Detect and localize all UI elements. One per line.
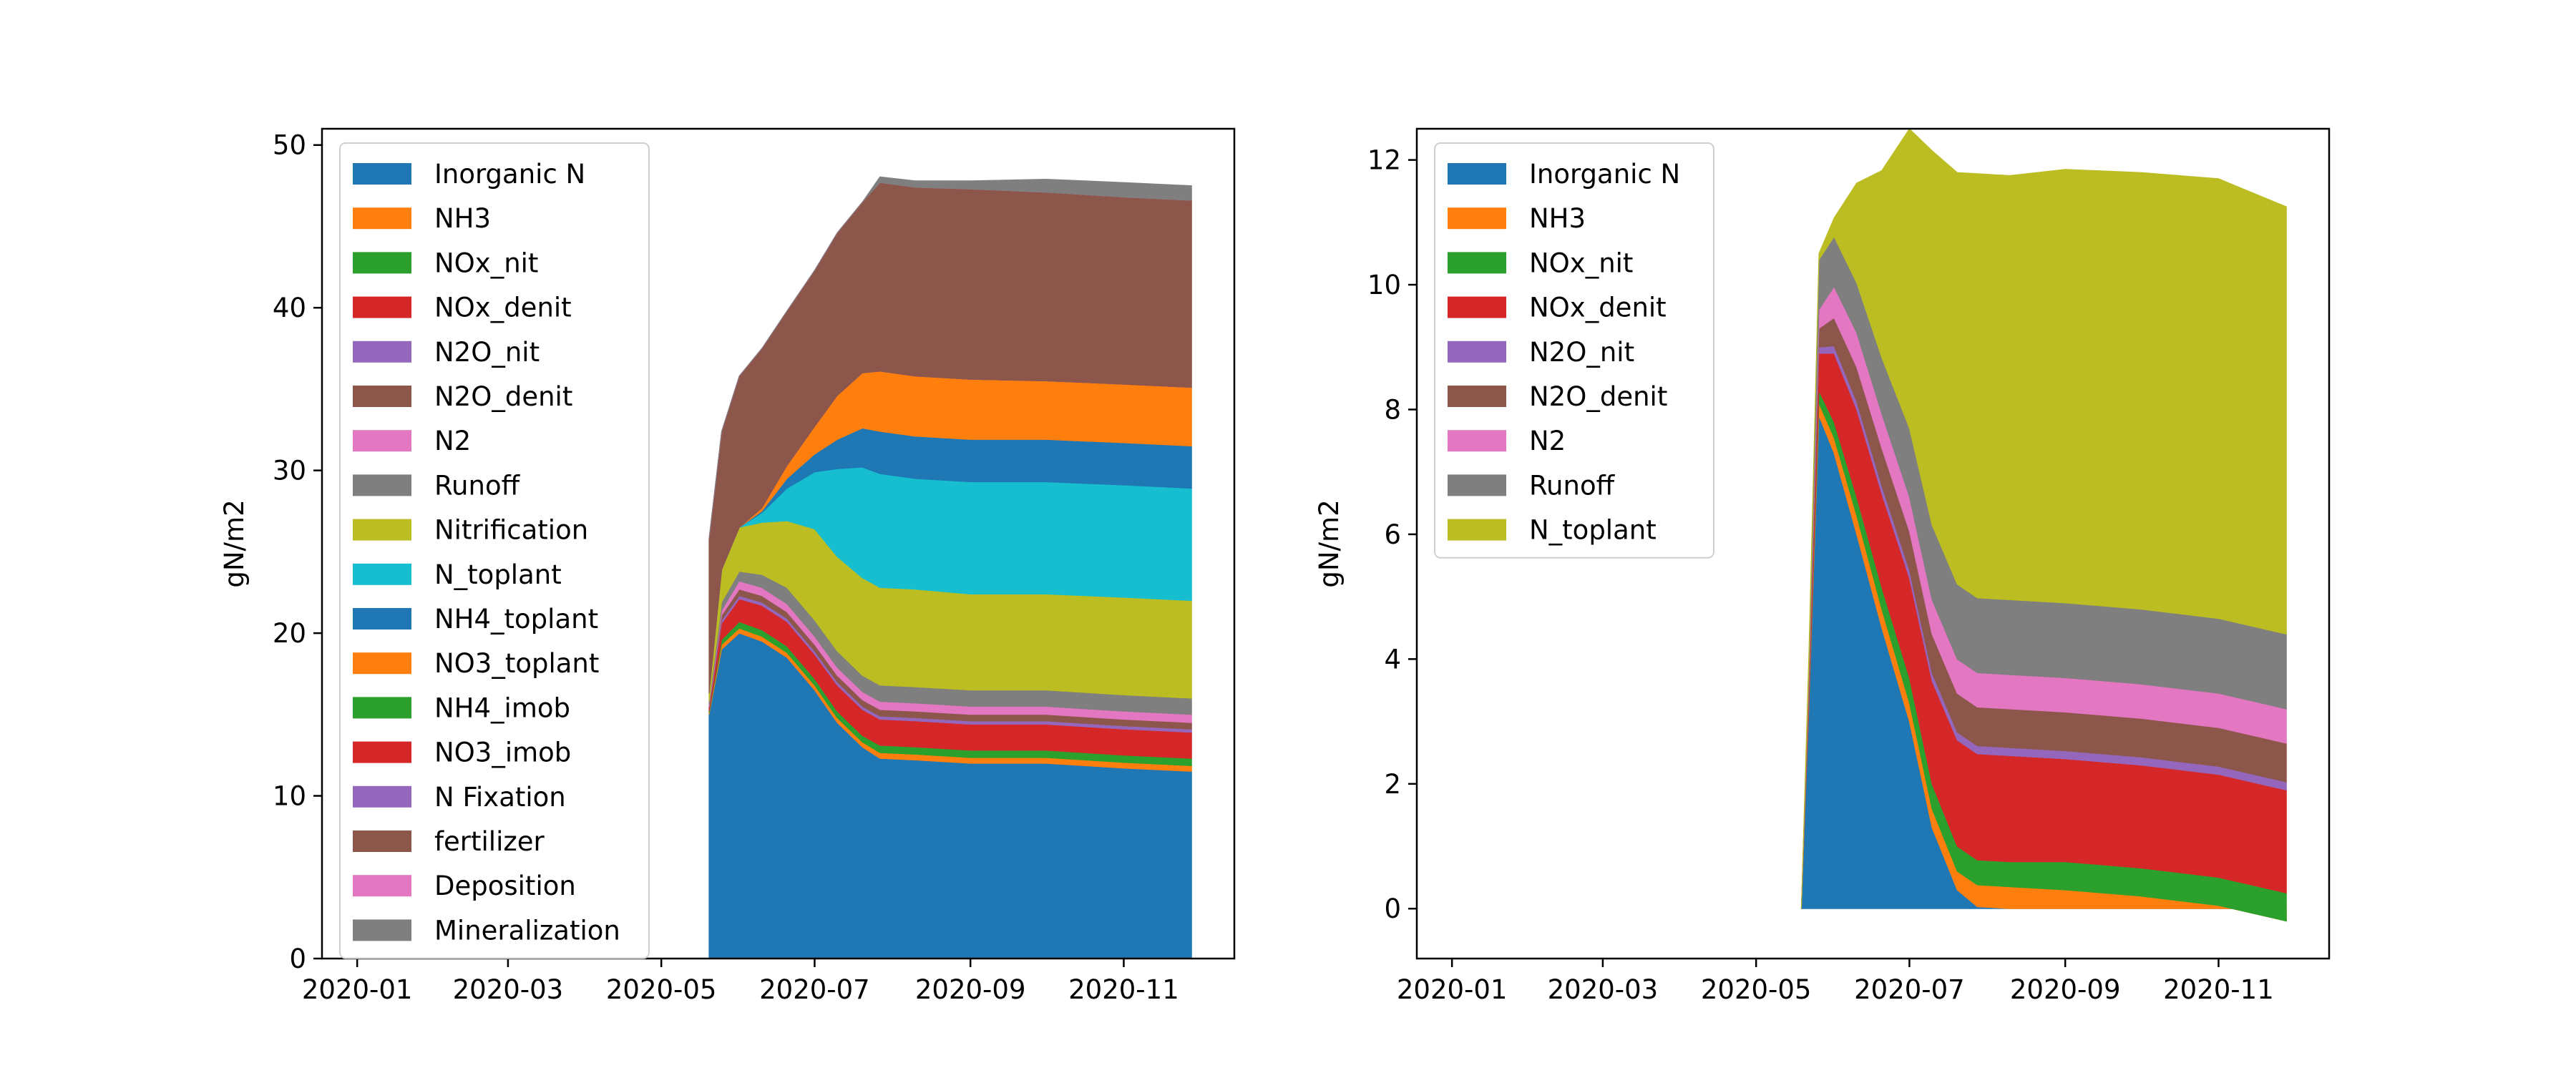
legend-swatch [353,386,411,407]
y-tick-label: 2 [1384,769,1401,800]
legend-label: Mineralization [434,915,620,946]
y-tick-label: 6 [1384,519,1401,550]
legend-label: Inorganic N [434,159,585,190]
legend-label: NH4_toplant [434,604,598,635]
legend-swatch [353,785,411,808]
legend-swatch [1448,519,1506,541]
legend-label: Inorganic N [1529,159,1680,190]
legend-label: N2O_denit [1529,381,1667,412]
x-tick-label: 2020-01 [302,974,413,1005]
legend-label: Nitrification [434,515,588,546]
legend-label: NOx_nit [434,248,538,278]
legend-swatch [353,831,411,852]
legend-label: Runoff [1529,470,1616,501]
legend-swatch [353,474,411,496]
legend-swatch [353,340,411,363]
x-tick-label: 2020-03 [1548,974,1659,1005]
legend-swatch [353,741,411,763]
legend-swatch [353,163,411,185]
legend-label: N_toplant [1529,515,1657,546]
legend-label: N2O_nit [1529,337,1634,368]
y-axis-label: gN/m2 [1314,499,1345,587]
y-tick-label: 10 [1367,270,1401,300]
legend-swatch [353,652,411,675]
x-tick-label: 2020-07 [759,974,870,1005]
legend-box [339,142,650,959]
stacked-areas [1800,128,2287,922]
legend-swatch [353,919,411,941]
x-tick-label: 2020-07 [1854,974,1965,1005]
x-tick-label: 2020-05 [606,974,717,1005]
x-tick-label: 2020-11 [2163,974,2274,1005]
legend-label: Runoff [434,470,521,501]
y-tick-label: 12 [1367,145,1401,176]
legend-swatch [353,875,411,897]
y-tick-label: 0 [1384,893,1401,924]
legend-swatch [1448,386,1506,407]
legend-label: Deposition [434,871,576,901]
stacked-areas [708,176,1192,959]
legend-label: NO3_imob [434,738,571,768]
legend-swatch [353,697,411,719]
legend-swatch [1448,430,1506,452]
legend-swatch [353,207,411,230]
left-chart: 0 10 20 30 40 50 2020-01 2020-03 2020-05 2020-07 2… [219,127,1236,1005]
y-tick-label: 40 [273,293,306,323]
legend-label: N2O_denit [434,381,572,412]
legend-label: N_toplant [434,559,562,590]
legend: Inorganic N NH3 NOx_nit NOx_denit N2O_nit N2O… [339,142,650,959]
y-tick-label: 50 [273,130,306,161]
legend-label: NOx_nit [1529,248,1633,278]
legend: Inorganic N NH3 NOx_nit NOx_denit N2O_nit N2O… [1434,142,1714,559]
legend-swatch [353,519,411,541]
y-tick-label: 0 [289,944,306,974]
legend-label: N2O_nit [434,337,540,368]
legend-swatch [1448,474,1506,496]
area-0-17 [708,176,1192,539]
legend-swatch [353,296,411,318]
y-tick-label: 8 [1384,394,1401,425]
right-chart: 0 2 4 6 8 10 12 2020-01 2020-03 2020-05 2020-07 202… [1314,127,2331,1005]
legend-swatch [1448,296,1506,318]
legend-label: fertilizer [434,826,545,857]
legend-label: N Fixation [434,782,566,813]
legend-label: NOx_denit [1529,293,1667,323]
x-tick-label: 2020-05 [1701,974,1812,1005]
x-tick-label: 2020-09 [915,974,1026,1005]
x-tick-label: 2020-01 [1397,974,1508,1005]
y-tick-label: 10 [273,781,306,812]
legend-swatch [1448,252,1506,274]
legend-swatch [1448,340,1506,363]
legend-label: NOx_denit [434,293,572,323]
legend-swatch [1448,163,1506,185]
x-tick-label: 2020-09 [2010,974,2121,1005]
axes-frame [1415,127,2331,960]
legend-label: NH3 [434,203,491,234]
legend-box [1434,142,1714,559]
y-tick-label: 4 [1384,644,1401,675]
area-1-8 [1800,128,2287,909]
y-tick-label: 20 [273,618,306,649]
legend-label: N2 [434,426,471,456]
legend-swatch [353,563,411,585]
x-tick-label: 2020-11 [1068,974,1179,1005]
axes-frame [321,127,1236,960]
legend-label: NH3 [1529,203,1586,234]
legend-label: N2 [1529,426,1566,456]
legend-swatch [353,252,411,274]
legend-swatch [353,608,411,629]
y-tick-label: 30 [273,456,306,486]
legend-label: NO3_toplant [434,648,599,679]
y-axis-label: gN/m2 [219,499,250,587]
legend-label: NH4_imob [434,692,570,723]
legend-swatch [353,430,411,452]
legend-swatch [1448,207,1506,230]
x-tick-label: 2020-03 [453,974,564,1005]
